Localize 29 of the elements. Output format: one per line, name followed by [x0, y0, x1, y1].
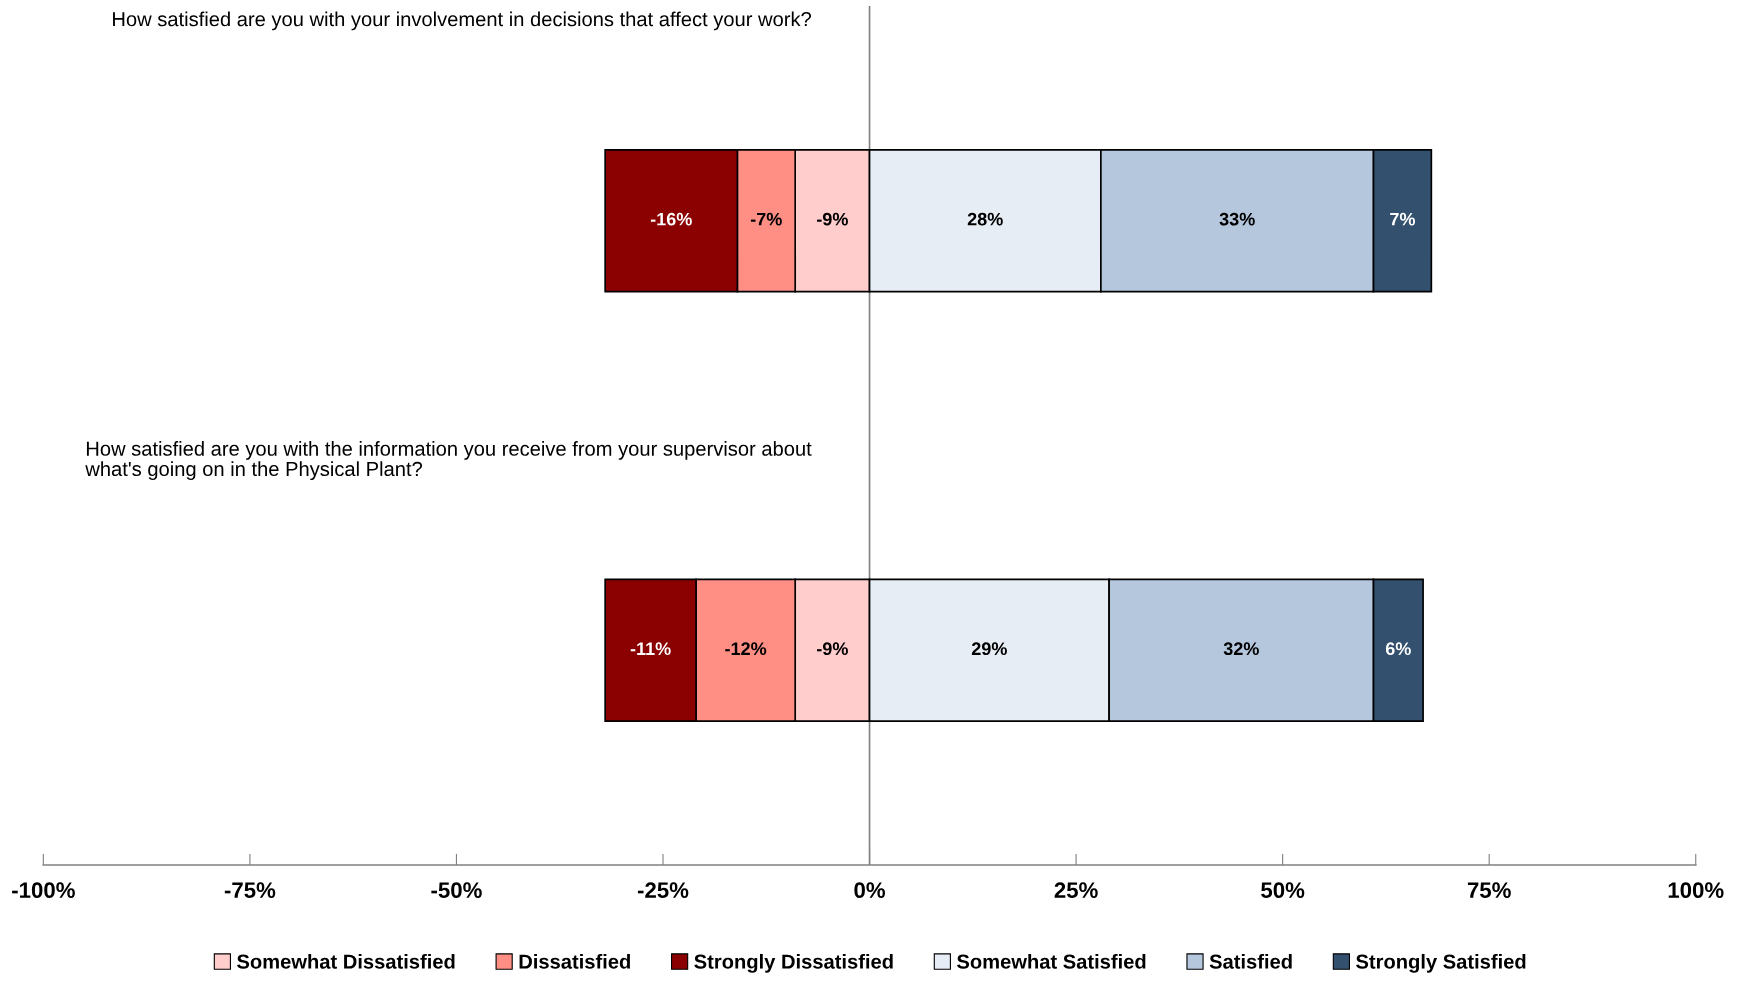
data-label: 7%: [1390, 212, 1416, 226]
legend-label: Somewhat Satisfied: [957, 953, 1146, 969]
data-label: -9%: [817, 642, 848, 656]
legend-label: Strongly Dissatisfied: [694, 953, 893, 973]
x-tick-label: -75%: [224, 882, 276, 899]
legend-label: Satisfied: [1209, 953, 1292, 969]
x-tick-label: 0%: [854, 882, 886, 899]
x-tick-label: -50%: [431, 882, 482, 899]
data-label: 33%: [1219, 212, 1255, 226]
data-label: -11%: [630, 642, 671, 656]
data-label: -7%: [750, 212, 782, 226]
legend-label: Dissatisfied: [519, 953, 630, 969]
data-label: -16%: [650, 212, 692, 226]
y-tick-label: How satisfied are you with your involvement in decisions that affect your work?: [113, 11, 811, 31]
x-tick-label: 75%: [1467, 882, 1511, 899]
data-label: 28%: [967, 212, 1003, 226]
legend-label: Somewhat Dissatisfied: [237, 953, 455, 969]
data-label: -12%: [725, 642, 767, 656]
data-label: 32%: [1223, 642, 1259, 656]
x-tick-label: 50%: [1261, 882, 1305, 899]
data-label: 6%: [1385, 642, 1411, 656]
data-label: 29%: [971, 642, 1007, 656]
x-tick-label: 100%: [1668, 882, 1724, 899]
legend-label: Strongly Satisfied: [1356, 953, 1526, 973]
x-tick-label: -25%: [637, 882, 689, 899]
y-tick-label: How satisfied are you with the information you receive from your supervisor about what's going on in the Physical Plant?: [85, 441, 812, 481]
data-label: -9%: [817, 212, 848, 226]
x-tick-label: -100%: [12, 882, 75, 899]
x-tick-label: 25%: [1054, 882, 1098, 899]
